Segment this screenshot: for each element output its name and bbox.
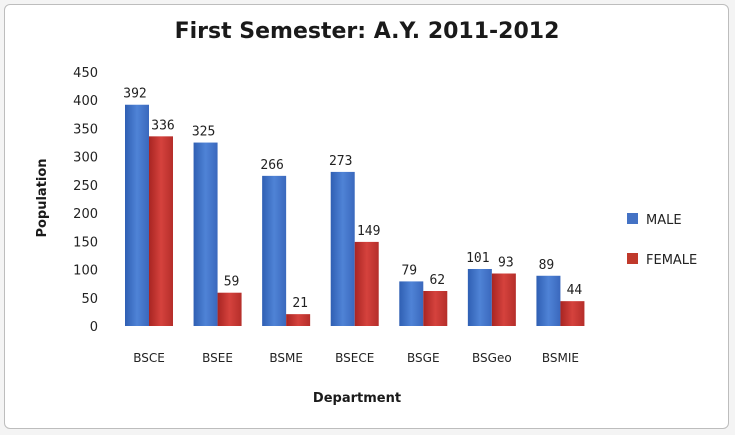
bar-female-bsce <box>149 136 173 326</box>
data-label: 266 <box>260 158 283 173</box>
bar-male-bsece <box>330 171 355 326</box>
bar-female-bsge <box>423 291 448 326</box>
bar-male-bsgeo <box>467 268 492 326</box>
data-label: 325 <box>192 125 215 140</box>
bar-female-bsmie <box>560 301 585 326</box>
bar-male-bsce <box>125 104 149 326</box>
bar-male-bsmie <box>536 275 561 326</box>
y-tick-label: 50 <box>81 292 98 307</box>
x-axis: BSCE BSEE BSME BSECE BSGE BSGeo BSMIE <box>133 351 579 365</box>
x-tick-label: BSME <box>269 351 303 365</box>
data-label: 21 <box>292 296 308 311</box>
chart-frame <box>4 4 729 429</box>
legend-label-male: MALE <box>646 213 682 228</box>
bar-male-bsme <box>262 175 287 326</box>
y-axis-title: Population <box>35 158 50 237</box>
y-tick-label: 100 <box>73 264 98 279</box>
x-tick-label: BSGE <box>407 351 440 365</box>
y-tick-label: 450 <box>73 66 98 81</box>
x-tick-label: BSEE <box>202 351 233 365</box>
y-tick-label: 0 <box>90 320 98 335</box>
bar-female-bsgeo <box>491 273 516 326</box>
y-tick-label: 350 <box>73 122 98 137</box>
chart-title: First Semester: A.Y. 2011-2012 <box>175 19 560 44</box>
data-label: 93 <box>498 256 514 271</box>
data-label: 392 <box>123 87 146 102</box>
x-axis-title: Department <box>313 391 401 406</box>
y-tick-label: 250 <box>73 179 98 194</box>
legend-label-female: FEMALE <box>646 253 697 268</box>
data-label: 273 <box>329 154 352 169</box>
x-tick-label: BSGeo <box>472 351 512 365</box>
data-label: 149 <box>357 224 380 239</box>
bar-female-bsme <box>286 314 311 326</box>
y-tick-label: 200 <box>73 207 98 222</box>
x-tick-label: BSMIE <box>542 351 579 365</box>
y-tick-label: 300 <box>73 151 98 166</box>
legend: MALE FEMALE <box>627 213 697 268</box>
legend-swatch-female <box>627 253 638 264</box>
data-label: 336 <box>151 118 174 133</box>
data-label: 79 <box>401 263 417 278</box>
bar-female-bsece <box>354 241 379 326</box>
y-tick-label: 150 <box>73 235 98 250</box>
legend-swatch-male <box>627 213 638 224</box>
bar-female-bsee <box>217 292 242 326</box>
plot-area: 392 325 266 273 79 101 89 336 59 21 149 62 93 44 <box>123 87 585 326</box>
x-tick-label: BSCE <box>133 351 165 365</box>
bar-male-bsee <box>193 142 218 326</box>
x-tick-label: BSECE <box>335 351 374 365</box>
data-label: 59 <box>224 275 240 290</box>
data-label: 44 <box>567 283 583 298</box>
data-label: 62 <box>429 273 445 288</box>
data-label: 89 <box>539 258 555 273</box>
bar-male-bsge <box>399 281 424 326</box>
data-label: 101 <box>466 251 489 266</box>
y-axis: 0 50 100 150 200 250 300 350 400 450 <box>73 66 98 335</box>
y-tick-label: 400 <box>73 94 98 109</box>
